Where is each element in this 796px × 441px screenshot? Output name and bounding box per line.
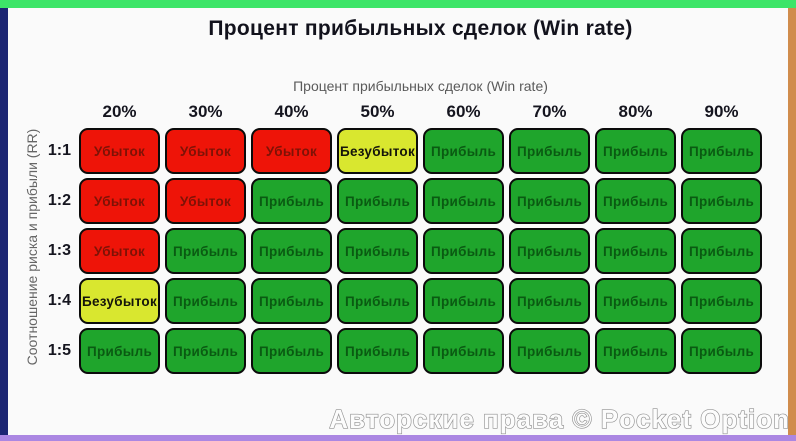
cell-1:1-80%: Прибыль [595, 128, 676, 174]
cell-1:5-20%: Прибыль [79, 328, 160, 374]
cell-1:2-40%: Прибыль [251, 178, 332, 224]
cell-1:5-40%: Прибыль [251, 328, 332, 374]
cell-1:1-50%: Безубыток [337, 128, 418, 174]
row-label-1:4: 1:4 [47, 292, 71, 309]
cell-1:2-80%: Прибыль [595, 178, 676, 224]
frame-right-bar [788, 8, 796, 435]
cell-1:3-60%: Прибыль [423, 228, 504, 274]
col-header-20%: 20% [102, 102, 137, 121]
cell-1:3-70%: Прибыль [509, 228, 590, 274]
grid-corner-spacer [46, 100, 74, 124]
col-header-60%: 60% [446, 102, 481, 121]
x-axis-title: Процент прибыльных сделок (Win rate) [293, 78, 548, 94]
col-header-80%: 80% [618, 102, 653, 121]
cell-1:1-90%: Прибыль [681, 128, 762, 174]
cell-1:4-60%: Прибыль [423, 278, 504, 324]
cell-1:4-80%: Прибыль [595, 278, 676, 324]
cell-1:2-60%: Прибыль [423, 178, 504, 224]
row-label-1:1: 1:1 [47, 142, 71, 159]
col-header-30%: 30% [188, 102, 223, 121]
cell-1:3-90%: Прибыль [681, 228, 762, 274]
cell-1:2-70%: Прибыль [509, 178, 590, 224]
cell-1:1-30%: Убыток [165, 128, 246, 174]
cell-1:4-50%: Прибыль [337, 278, 418, 324]
cell-1:1-60%: Прибыль [423, 128, 504, 174]
cell-1:1-40%: Убыток [251, 128, 332, 174]
col-header-70%: 70% [532, 102, 567, 121]
cell-1:2-50%: Прибыль [337, 178, 418, 224]
cell-1:5-90%: Прибыль [681, 328, 762, 374]
cell-1:3-20%: Убыток [79, 228, 160, 274]
cell-1:5-50%: Прибыль [337, 328, 418, 374]
cell-1:3-50%: Прибыль [337, 228, 418, 274]
cell-1:4-30%: Прибыль [165, 278, 246, 324]
cell-1:2-90%: Прибыль [681, 178, 762, 224]
row-label-1:2: 1:2 [47, 192, 71, 209]
col-header-40%: 40% [274, 102, 309, 121]
frame-bottom-bar [0, 435, 796, 441]
frame-top-bar [0, 0, 796, 8]
cell-1:3-80%: Прибыль [595, 228, 676, 274]
y-axis-title: Соотношение риска и прибыли (RR) [24, 128, 40, 366]
cell-1:2-30%: Убыток [165, 178, 246, 224]
cell-1:4-40%: Прибыль [251, 278, 332, 324]
cell-1:5-80%: Прибыль [595, 328, 676, 374]
watermark: Авторские права © Pocket Option [329, 403, 790, 434]
cell-1:3-40%: Прибыль [251, 228, 332, 274]
cell-1:4-70%: Прибыль [509, 278, 590, 324]
cell-1:5-30%: Прибыль [165, 328, 246, 374]
cell-1:5-70%: Прибыль [509, 328, 590, 374]
frame-left-bar [0, 8, 8, 435]
winrate-matrix: 20% 30% 40% 50% 60% 70% 80% 90% 1:1 Убыток Убыток У… [46, 100, 762, 374]
row-label-1:5: 1:5 [47, 342, 71, 359]
cell-1:4-20%: Безубыток [79, 278, 160, 324]
cell-1:4-90%: Прибыль [681, 278, 762, 324]
col-header-50%: 50% [360, 102, 395, 121]
cell-1:1-70%: Прибыль [509, 128, 590, 174]
cell-1:3-30%: Прибыль [165, 228, 246, 274]
col-header-90%: 90% [704, 102, 739, 121]
cell-1:1-20%: Убыток [79, 128, 160, 174]
cell-1:2-20%: Убыток [79, 178, 160, 224]
page-title: Процент прибыльных сделок (Win rate) [208, 17, 633, 40]
row-label-1:3: 1:3 [47, 242, 71, 259]
cell-1:5-60%: Прибыль [423, 328, 504, 374]
